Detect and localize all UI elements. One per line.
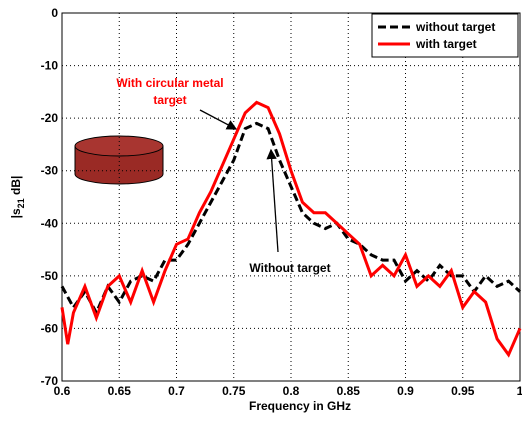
y-label-part: |s	[9, 208, 23, 218]
y-axis-label: |s21 dB|	[9, 176, 26, 219]
x-axis-label: Frequency in GHz	[249, 399, 351, 413]
y-label-part: dB|	[9, 176, 23, 199]
y-tick-label: -10	[41, 59, 59, 73]
x-tick-label: 0.85	[337, 384, 361, 398]
x-tick-label: 0.95	[451, 384, 475, 398]
annotation: target	[153, 93, 186, 107]
y-label-sub: 21	[16, 198, 26, 208]
y-tick-label: -40	[41, 216, 59, 230]
x-tick-label: 0.65	[108, 384, 132, 398]
y-tick-label: 0	[51, 6, 58, 20]
legend-label: with target	[415, 37, 477, 51]
y-tick-label: -70	[41, 374, 59, 388]
series-line	[60, 121, 522, 317]
annotation: With circular metal	[116, 76, 223, 90]
arrow	[266, 148, 279, 253]
y-tick-label: -50	[41, 269, 59, 283]
cylinder-icon	[74, 135, 164, 185]
x-tick-label: 0.7	[168, 384, 185, 398]
y-tick-label: -20	[41, 111, 59, 125]
x-tick-label: 0.75	[222, 384, 246, 398]
legend-box	[371, 13, 519, 58]
x-tick-label: 1	[517, 384, 522, 398]
x-tick-label: 0.9	[397, 384, 414, 398]
legend-label: without target	[415, 20, 495, 34]
x-tick-label: 0.6	[54, 384, 71, 398]
series-line	[60, 100, 522, 358]
annotation: Without target	[249, 261, 330, 275]
arrow	[199, 109, 238, 130]
y-tick-label: -60	[41, 321, 59, 335]
x-tick-label: 0.8	[283, 384, 300, 398]
y-tick-label: -30	[41, 164, 59, 178]
